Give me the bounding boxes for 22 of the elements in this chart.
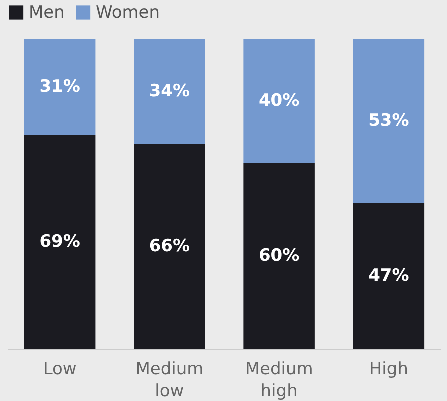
data-label: 66% <box>149 236 190 257</box>
data-label: 31% <box>40 77 80 98</box>
bar <box>244 39 315 163</box>
x-tick-label: Medium high <box>245 360 314 401</box>
data-label: 40% <box>258 91 300 111</box>
bar <box>353 39 425 204</box>
bar <box>24 39 96 136</box>
x-tick-label: Medium low <box>136 360 204 401</box>
data-label: 69% <box>40 232 80 252</box>
bar <box>24 135 96 349</box>
data-label: 34% <box>149 82 190 102</box>
x-tick-label: Low <box>43 360 77 380</box>
bar <box>353 203 425 349</box>
data-label: 60% <box>258 246 300 266</box>
legend-label: Women <box>96 2 160 23</box>
legend-label: Men <box>29 2 65 23</box>
bar <box>134 144 206 349</box>
data-label: 47% <box>368 266 410 286</box>
bar <box>134 39 206 144</box>
x-tick-label: High <box>369 360 408 380</box>
data-label: 53% <box>368 111 410 132</box>
bar <box>244 163 315 349</box>
